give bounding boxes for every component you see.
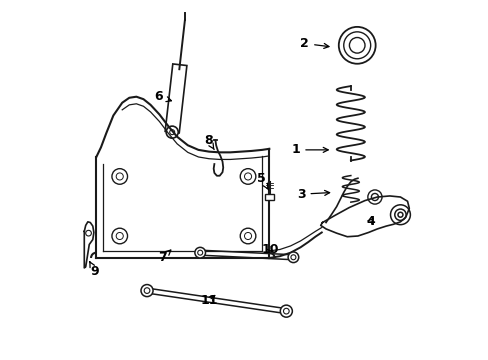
Text: 8: 8 <box>203 134 214 150</box>
Text: 5: 5 <box>257 172 268 190</box>
Polygon shape <box>165 64 186 133</box>
Text: 4: 4 <box>365 215 374 228</box>
Text: 6: 6 <box>154 90 171 103</box>
Circle shape <box>240 228 255 244</box>
Polygon shape <box>84 222 94 268</box>
Circle shape <box>240 168 255 184</box>
Circle shape <box>112 168 127 184</box>
Text: 3: 3 <box>296 188 329 201</box>
Text: 7: 7 <box>158 250 170 264</box>
Text: 11: 11 <box>200 294 217 307</box>
Circle shape <box>166 126 178 138</box>
Circle shape <box>141 284 153 297</box>
Circle shape <box>287 252 298 262</box>
Text: 1: 1 <box>291 143 327 156</box>
Text: 2: 2 <box>300 37 328 50</box>
Polygon shape <box>320 196 408 237</box>
Circle shape <box>112 228 127 244</box>
Bar <box>264 194 273 200</box>
Circle shape <box>195 247 205 258</box>
Text: 9: 9 <box>90 262 99 278</box>
Circle shape <box>280 305 292 317</box>
Text: 10: 10 <box>261 243 278 256</box>
